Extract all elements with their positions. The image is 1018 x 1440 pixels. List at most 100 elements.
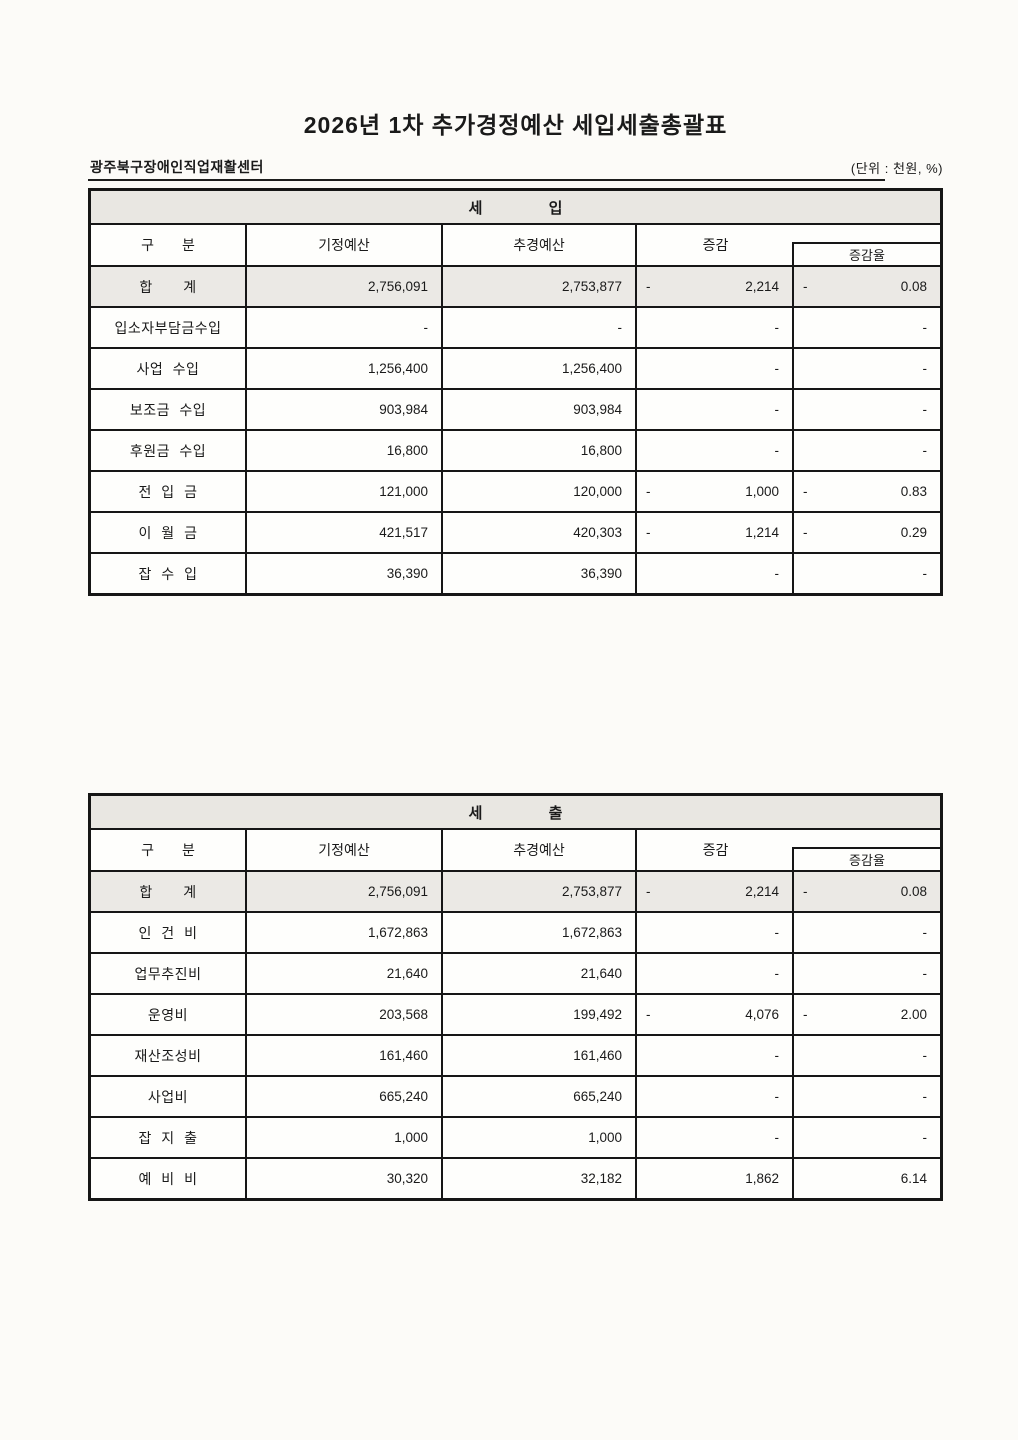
cell-value: - [774,443,780,458]
cell-base-budget: 421,517 [245,513,441,552]
cell-value: 120,000 [573,484,622,499]
cell-supplementary-budget: 903,984 [441,390,635,429]
cell-value: 2,214 [745,884,779,899]
row-label: 합 계 [139,278,197,295]
column-header-base-budget: 기정예산 [245,830,441,870]
minus-sign: - [646,884,651,899]
cell-supplementary-budget: 1,256,400 [441,349,635,388]
cell-value: 2,753,877 [561,884,622,899]
cell-value: 1,000 [394,1130,428,1145]
minus-sign: - [646,484,651,499]
minus-sign: - [803,484,808,499]
cell-change-rate: - [792,1036,940,1075]
cell-value: 1,256,400 [367,361,428,376]
cell-value: 1,000 [745,484,779,499]
cell-value: 421,517 [379,525,428,540]
row-label: 합 계 [139,883,197,900]
table-row: 인 건 비 1,672,863 1,672,863 - - [91,911,940,952]
table-row: 합 계 2,756,091 2,753,877 - 2,214 - 0.08 [91,870,940,911]
column-header-change-rate: 증감율 [792,242,940,265]
cell-value: - [922,320,928,335]
cell-value: - [774,402,780,417]
cell-value: 16,800 [580,443,622,458]
column-header-base-budget: 기정예산 [245,225,441,265]
minus-sign: - [803,279,808,294]
row-label: 이 월 금 [138,524,198,541]
column-header-change-rate: 증감율 [792,847,940,870]
cell-value: 1,000 [588,1130,622,1145]
cell-value: 161,460 [573,1048,622,1063]
cell-value: - [774,1089,780,1104]
cell-change-rate: - [792,349,940,388]
cell-value: 16,800 [386,443,428,458]
row-label: 사업비 [147,1088,189,1105]
cell-base-budget: 2,756,091 [245,872,441,911]
cell-value: - [774,566,780,581]
cell-value: 420,303 [573,525,622,540]
cell-value: 121,000 [379,484,428,499]
cell-supplementary-budget: 16,800 [441,431,635,470]
table-row: 이 월 금 421,517 420,303 - 1,214 - 0.29 [91,511,940,552]
cell-value: 36,390 [386,566,428,581]
table-row: 예 비 비 30,320 32,182 1,862 6.14 [91,1157,940,1198]
cell-base-budget: 903,984 [245,390,441,429]
cell-change-rate: - [792,390,940,429]
cell-change-rate: - [792,308,940,347]
cell-value: 903,984 [379,402,428,417]
column-header-change: 증감 [702,237,729,253]
cell-value: 2,753,877 [561,279,622,294]
table-row: 합 계 2,756,091 2,753,877 - 2,214 - 0.08 [91,265,940,306]
cell-base-budget: 1,672,863 [245,913,441,952]
cell-change: - 4,076 [635,995,792,1034]
cell-base-budget: 16,800 [245,431,441,470]
cell-value: - [774,1130,780,1145]
cell-base-budget: 665,240 [245,1077,441,1116]
cell-base-budget: 30,320 [245,1159,441,1198]
expenditure-table: 세 출 구 분 기정예산 추경예산 증감 증감율 합 계 2,756,091 2… [88,793,943,1201]
cell-value: 21,640 [580,966,622,981]
cell-value: 21,640 [386,966,428,981]
table-row: 업무추진비 21,640 21,640 - - [91,952,940,993]
cell-change: - 1,214 [635,513,792,552]
cell-value: - [617,320,623,335]
revenue-section-header: 세 입 [91,191,940,225]
table-row: 잡 수 입 36,390 36,390 - - [91,552,940,593]
row-label: 예 비 비 [138,1170,198,1187]
column-header-change-group: 증감 증감율 [635,830,940,870]
cell-value: 0.08 [900,884,927,899]
row-label: 입소자부담금수입 [114,319,222,336]
unit-note: (단위 : 천원, %) [850,161,943,176]
cell-change: - 2,214 [635,872,792,911]
minus-sign: - [646,279,651,294]
cell-supplementary-budget: 120,000 [441,472,635,511]
table-row: 보조금 수입 903,984 903,984 - - [91,388,940,429]
cell-value: - [922,1089,928,1104]
column-header-category: 구 분 [141,842,195,858]
cell-change: - [635,1118,792,1157]
cell-value: 32,182 [580,1171,622,1186]
cell-change-rate: - [792,431,940,470]
cell-supplementary-budget: 36,390 [441,554,635,593]
cell-change: - 1,000 [635,472,792,511]
cell-change-rate: - [792,1077,940,1116]
cell-supplementary-budget: 1,672,863 [441,913,635,952]
cell-change-rate: - [792,1118,940,1157]
column-header-supplementary-budget: 추경예산 [441,830,635,870]
row-label: 인 건 비 [138,924,198,941]
cell-value: - [922,1130,928,1145]
cell-base-budget: 203,568 [245,995,441,1034]
cell-change: - [635,1036,792,1075]
row-label: 잡 수 입 [138,565,198,582]
column-header-supplementary-budget: 추경예산 [441,225,635,265]
cell-change-rate: - 0.29 [792,513,940,552]
cell-value: 1,862 [745,1171,779,1186]
cell-change-rate: - [792,913,940,952]
cell-value: 199,492 [573,1007,622,1022]
cell-base-budget: 21,640 [245,954,441,993]
cell-supplementary-budget: 2,753,877 [441,872,635,911]
cell-supplementary-budget: - [441,308,635,347]
cell-base-budget: 36,390 [245,554,441,593]
cell-supplementary-budget: 2,753,877 [441,267,635,306]
cell-value: - [774,966,780,981]
cell-value: - [922,966,928,981]
